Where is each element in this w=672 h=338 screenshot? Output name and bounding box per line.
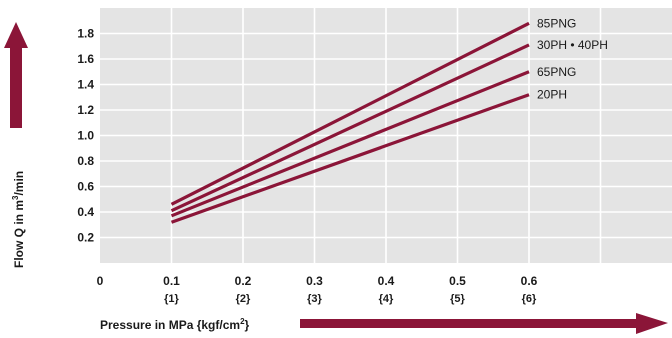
series-label-4: 20PH — [537, 88, 567, 102]
y-tick-label: 1.6 — [77, 52, 94, 66]
x-tick-label: 0.1 — [163, 274, 180, 288]
y-axis-arrow — [4, 22, 28, 128]
x-axis-title-group: Pressure in MPa {kgf/cm2} — [100, 313, 668, 334]
y-tick-label: 1.0 — [77, 129, 94, 143]
x-tick-label: 0.4 — [378, 274, 395, 288]
y-tick-label: 1.4 — [77, 78, 94, 92]
x-tick-label: 0.3 — [306, 274, 323, 288]
x-tick-labels: 0 0.1 {1} 0.2 {2} 0.3 {3} 0.4 {4} 0.5 {5} 0.6 {6} — [97, 274, 538, 305]
x-tick-label: 0.6 — [521, 274, 538, 288]
grid-lines — [100, 8, 672, 263]
y-tick-label: 0.4 — [77, 205, 94, 219]
x-axis-title-suffix: } — [245, 318, 250, 332]
x-tick-sublabel: {5} — [450, 293, 465, 305]
series-label-1: 85PNG — [537, 16, 576, 30]
y-tick-label: 1.2 — [77, 103, 94, 117]
x-axis-arrow — [300, 313, 668, 334]
y-tick-label: 1.8 — [77, 27, 94, 41]
x-tick-label: 0 — [97, 274, 104, 288]
x-axis-title-prefix: Pressure in MPa {kgf/cm — [100, 318, 240, 332]
y-axis-title-group: Flow Q in m3/min — [4, 22, 28, 268]
series-line-2 — [170, 43, 530, 213]
x-axis-title: Pressure in MPa {kgf/cm2} — [100, 317, 250, 332]
series-label-3: 65PNG — [537, 65, 576, 79]
x-tick-sublabel: {2} — [236, 293, 251, 305]
x-tick-sublabel: {3} — [307, 293, 322, 305]
series-line-4 — [170, 93, 530, 224]
y-tick-label: 0.2 — [77, 231, 94, 245]
x-tick-sublabel: {6} — [522, 293, 537, 305]
y-axis-title-suffix: /min — [12, 171, 26, 196]
y-tick-label: 0.6 — [77, 180, 94, 194]
y-tick-label: 0.8 — [77, 154, 94, 168]
series-lines — [170, 21, 530, 224]
x-axis-title-sup: 2 — [240, 317, 245, 326]
y-axis-title-prefix: Flow Q in m — [12, 200, 26, 268]
x-tick-label: 0.2 — [235, 274, 252, 288]
x-tick-sublabel: {4} — [379, 293, 394, 305]
x-tick-label: 0.5 — [449, 274, 466, 288]
series-labels: 85PNG 30PH • 40PH 65PNG 20PH — [537, 16, 608, 101]
series-line-3 — [170, 70, 530, 218]
x-tick-sublabel: {1} — [164, 293, 179, 305]
series-line-1 — [170, 21, 530, 206]
y-tick-labels: 0.2 0.4 0.6 0.8 1.0 1.2 1.4 1.6 1.8 — [77, 27, 94, 245]
y-axis-title-sup: 3 — [11, 195, 20, 200]
series-label-2: 30PH • 40PH — [537, 38, 608, 52]
y-axis-title: Flow Q in m3/min — [11, 171, 26, 268]
